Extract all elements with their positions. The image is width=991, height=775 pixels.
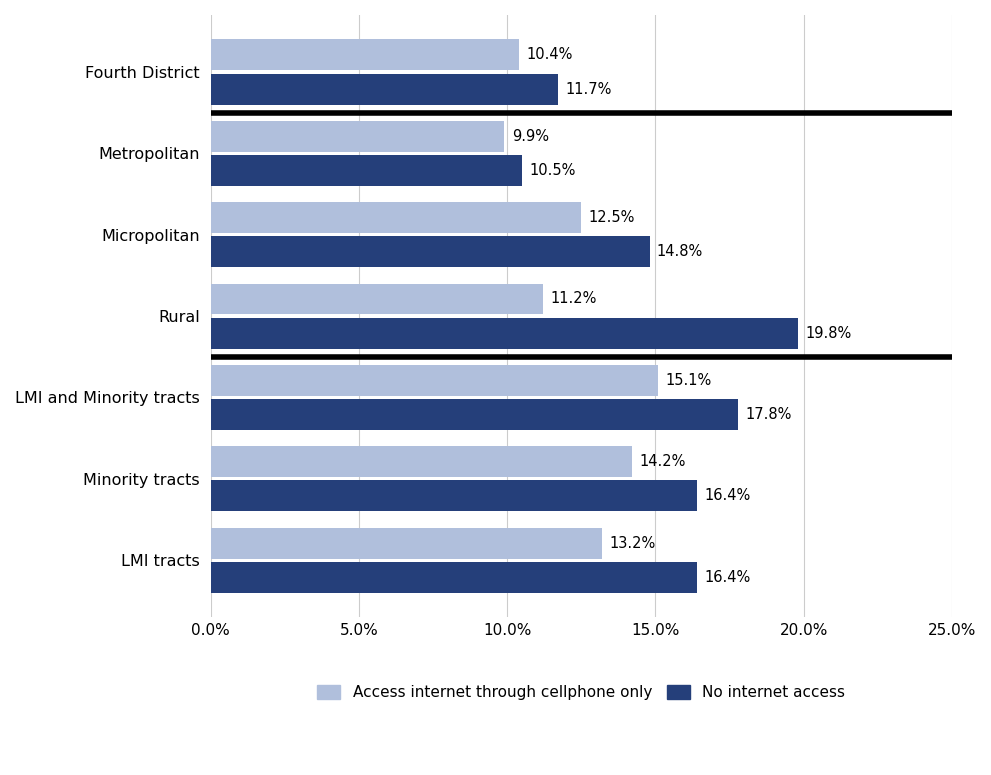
Text: 12.5%: 12.5% xyxy=(589,210,635,225)
Text: 17.8%: 17.8% xyxy=(746,407,792,422)
Bar xyxy=(211,318,798,349)
Text: 9.9%: 9.9% xyxy=(511,129,549,143)
Bar xyxy=(211,155,522,186)
Bar xyxy=(211,365,658,396)
Text: 14.8%: 14.8% xyxy=(657,244,704,260)
Text: 14.2%: 14.2% xyxy=(639,454,686,469)
Bar xyxy=(211,236,649,267)
Bar xyxy=(211,562,697,593)
Text: 19.8%: 19.8% xyxy=(805,326,851,341)
Text: 10.5%: 10.5% xyxy=(529,163,576,178)
Text: 16.4%: 16.4% xyxy=(705,488,750,504)
Text: 16.4%: 16.4% xyxy=(705,570,750,585)
Bar xyxy=(211,446,631,477)
Bar xyxy=(211,74,558,105)
Bar xyxy=(211,202,582,233)
Bar xyxy=(211,480,697,512)
Bar xyxy=(211,40,519,71)
Text: 11.7%: 11.7% xyxy=(565,81,611,97)
Legend: Access internet through cellphone only, No internet access: Access internet through cellphone only, … xyxy=(311,679,851,706)
Text: 13.2%: 13.2% xyxy=(609,536,656,550)
Bar xyxy=(211,284,543,315)
Text: 11.2%: 11.2% xyxy=(550,291,597,306)
Text: 15.1%: 15.1% xyxy=(666,373,713,388)
Bar xyxy=(211,399,738,430)
Text: 10.4%: 10.4% xyxy=(526,47,573,62)
Bar xyxy=(211,528,603,559)
Bar xyxy=(211,121,504,152)
